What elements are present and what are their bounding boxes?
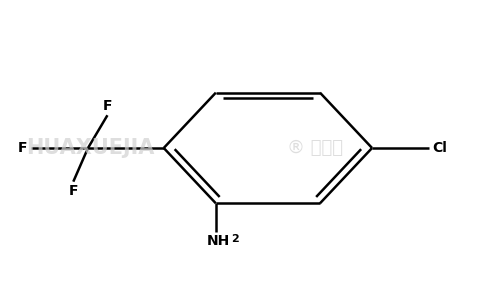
Text: 2: 2	[231, 234, 239, 244]
Text: F: F	[18, 141, 27, 155]
Text: F: F	[103, 99, 112, 113]
Text: NH: NH	[206, 234, 230, 248]
Text: ® 化学加: ® 化学加	[287, 139, 343, 157]
Text: HUAXUEJIA: HUAXUEJIA	[26, 138, 155, 158]
Text: F: F	[68, 184, 78, 198]
Text: Cl: Cl	[433, 141, 447, 155]
